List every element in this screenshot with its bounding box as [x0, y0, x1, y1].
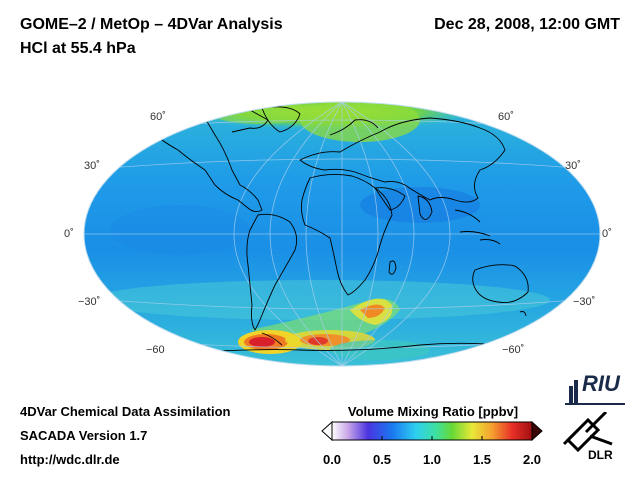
dlr-logo-text: DLR	[588, 448, 613, 462]
credit-line-1: 4DVar Chemical Data Assimilation	[20, 404, 231, 419]
colorbar-max-arrow	[531, 420, 543, 442]
lat-label-left-30: 30˚	[84, 160, 100, 172]
lat-label-left-minus30: −30˚	[78, 296, 101, 308]
colorbar-tick-label: 0.0	[322, 452, 342, 467]
title-line-2: HCl at 55.4 hPa	[20, 40, 136, 57]
lat-label-right-minus60: −60˚	[502, 344, 525, 356]
colorbar-ticks	[331, 436, 533, 440]
riu-logo-text: RIU	[582, 371, 620, 396]
colorbar-title: Volume Mixing Ratio [ppbv]	[347, 404, 519, 419]
lat-label-right-60: 60˚	[498, 111, 514, 123]
colorbar-tick-label: 2.0	[522, 452, 542, 467]
riu-logo-icon	[565, 380, 625, 405]
credit-url[interactable]: http://wdc.dlr.de	[20, 452, 120, 467]
lat-label-right-0: 0˚	[602, 228, 612, 240]
graticule	[84, 102, 600, 366]
lat-label-left-60: 60˚	[150, 111, 166, 123]
colorbar-tick-label: 1.5	[472, 452, 492, 467]
dlr-logo-icon	[562, 412, 613, 452]
lat-label-right-30: 30˚	[565, 160, 581, 172]
colorbar-min-arrow	[321, 420, 333, 442]
analysis-datetime: Dec 28, 2008, 12:00 GMT	[434, 16, 620, 33]
colorbar	[321, 420, 543, 442]
lat-label-left-minus60: −60	[146, 344, 165, 356]
colorbar-tick-label: 1.0	[422, 452, 442, 467]
lat-label-left-0: 0˚	[64, 228, 74, 240]
colorbar-tick-label: 0.5	[372, 452, 392, 467]
credit-line-2: SACADA Version 1.7	[20, 428, 148, 443]
globe-outline	[83, 101, 601, 367]
lat-label-right-minus30: −30˚	[573, 296, 596, 308]
title-line-1: GOME–2 / MetOp – 4DVar Analysis	[20, 16, 283, 33]
